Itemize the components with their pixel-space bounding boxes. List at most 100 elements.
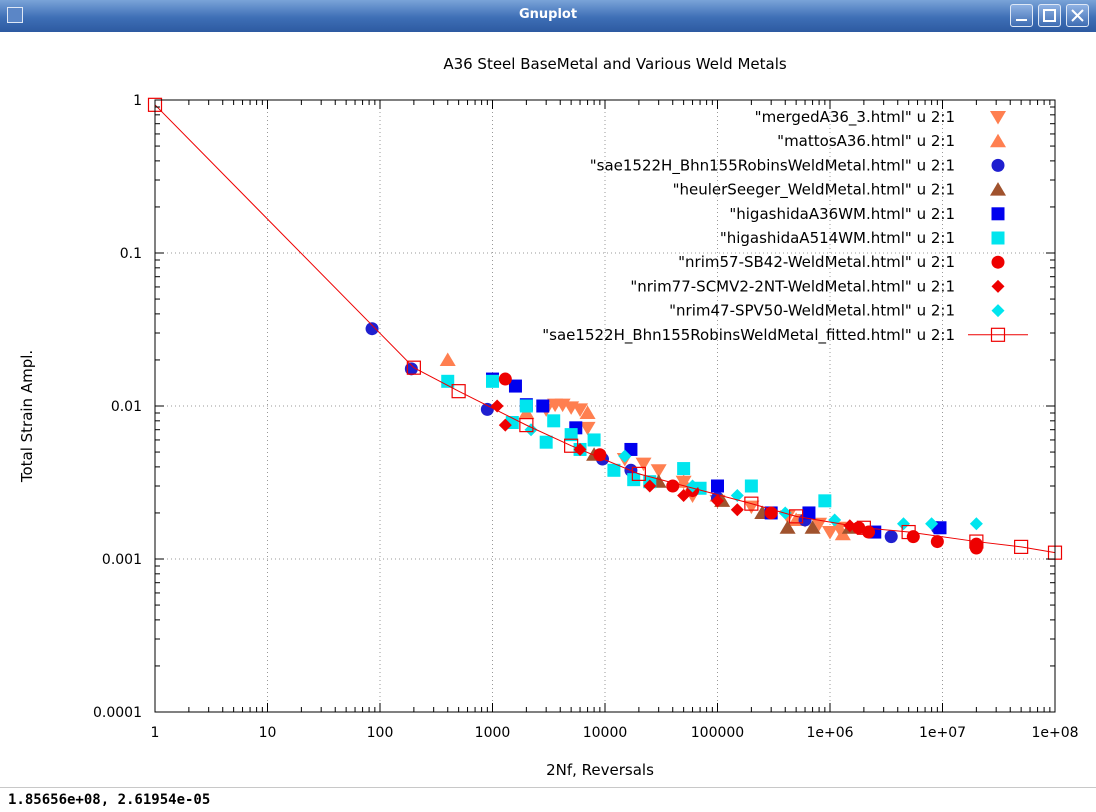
data-point	[930, 535, 944, 549]
data-point	[802, 506, 816, 520]
legend-marker	[991, 158, 1005, 172]
y-tick-label: 0.1	[120, 246, 142, 262]
legend-entry-label: "sae1522H_Bhn155RobinsWeldMetal.html" u …	[590, 156, 955, 175]
data-point	[618, 449, 632, 463]
data-point	[365, 322, 379, 336]
data-point	[650, 464, 667, 478]
data-point	[635, 457, 652, 472]
series-9	[147, 97, 1063, 560]
data-point	[593, 448, 607, 462]
minimize-button[interactable]	[1010, 4, 1033, 27]
data-point	[666, 479, 680, 493]
data-point	[519, 418, 534, 433]
data-point	[406, 360, 421, 375]
data-point	[564, 428, 578, 442]
window-menu-icon[interactable]	[7, 7, 23, 23]
legend-marker	[991, 231, 1005, 245]
data-point	[539, 435, 553, 449]
mouse-coordinate-readout: 1.85656e+08, 2.61954e-05	[8, 792, 211, 808]
data-point	[856, 520, 871, 535]
data-point	[480, 402, 494, 416]
data-point	[743, 500, 760, 515]
data-point	[896, 517, 910, 531]
data-point	[711, 479, 724, 493]
x-tick-label: 1	[151, 725, 160, 741]
close-button[interactable]	[1066, 4, 1089, 27]
y-tick-label: 1	[133, 93, 142, 109]
legend-entry-label: "nrim47-SPV50-WeldMetal.html" u 2:1	[669, 302, 955, 320]
data-point	[789, 509, 804, 524]
x-tick-label: 100000	[691, 725, 744, 741]
data-point	[804, 520, 821, 534]
data-point	[969, 534, 984, 549]
data-point	[779, 520, 796, 534]
title-bar[interactable]: Gnuplot	[0, 0, 1096, 32]
data-point	[579, 405, 596, 420]
status-bar: 1.85656e+08, 2.61954e-05	[0, 787, 1096, 812]
data-point	[564, 438, 579, 453]
x-tick-label: 1e+06	[806, 725, 853, 741]
data-point	[498, 418, 512, 432]
data-point	[451, 384, 466, 399]
legend-entry-label: "sae1522H_Bhn155RobinsWeldMetal_fitted.h…	[542, 326, 955, 345]
x-tick-label: 1e+07	[919, 725, 966, 741]
maximize-button[interactable]	[1038, 4, 1061, 27]
chart-title: A36 Steel BaseMetal and Various Weld Met…	[443, 55, 787, 73]
y-tick-label: 0.001	[102, 552, 142, 568]
series-7	[490, 399, 857, 533]
data-series	[147, 97, 1063, 560]
data-point	[1014, 539, 1029, 554]
legend-marker	[990, 327, 1006, 342]
data-point	[524, 423, 538, 437]
data-point	[969, 517, 983, 531]
data-point	[627, 473, 641, 487]
data-point	[730, 503, 744, 517]
data-point	[572, 403, 589, 417]
data-point	[677, 462, 691, 476]
y-tick-label: 0.01	[111, 399, 142, 415]
data-point	[901, 524, 916, 540]
close-icon	[1071, 9, 1084, 22]
series-4	[486, 372, 947, 539]
legend-entry-label: "higashidaA514WM.html" u 2:1	[720, 229, 955, 247]
legend-entry-label: "heulerSeeger_WeldMetal.html" u 2:1	[673, 181, 955, 200]
minimize-icon	[1016, 19, 1027, 21]
data-point	[579, 421, 596, 436]
ticks: 1 10 100 1000 10000 100000 1e+06 1e+07 1e+08 1 0.1…	[93, 93, 1079, 741]
fitted-curve-line	[154, 104, 1056, 554]
data-point	[822, 526, 838, 540]
data-point	[547, 414, 561, 428]
data-point	[587, 433, 601, 447]
data-point	[852, 521, 866, 535]
data-point	[508, 379, 522, 393]
y-axis-label: Total Strain Ampl.	[18, 350, 36, 483]
legend-entry-label: "nrim57-SB42-WeldMetal.html" u 2:1	[678, 253, 955, 271]
data-point	[711, 494, 724, 508]
chart: 1 10 100 1000 10000 100000 1e+06 1e+07 1e+08 1 0.1…	[18, 55, 1079, 779]
legend-entry-label: "higashidaA36WM.html" u 2:1	[729, 205, 955, 223]
data-point	[439, 352, 456, 366]
series-2	[365, 322, 944, 544]
series-5	[441, 374, 832, 508]
legend: "mergedA36_3.html" u 2:1 "mattosA36.html"…	[542, 108, 1028, 345]
x-tick-label: 10000	[583, 725, 628, 741]
legend-marker	[990, 182, 1006, 196]
legend-marker	[991, 304, 1005, 318]
maximize-icon	[1043, 9, 1056, 22]
legend-marker	[991, 207, 1005, 221]
data-point	[607, 463, 621, 477]
data-point	[441, 374, 455, 388]
legend-marker	[990, 133, 1006, 148]
data-point	[818, 494, 832, 508]
data-point	[519, 399, 533, 413]
x-axis-label: 2Nf, Reversals	[546, 761, 654, 779]
x-tick-label: 100	[367, 725, 394, 741]
legend-marker	[991, 279, 1005, 293]
series-6	[498, 372, 983, 555]
data-point	[631, 466, 646, 481]
data-point	[677, 489, 691, 503]
data-point	[486, 374, 499, 388]
data-point	[744, 479, 758, 493]
data-point	[925, 517, 939, 531]
